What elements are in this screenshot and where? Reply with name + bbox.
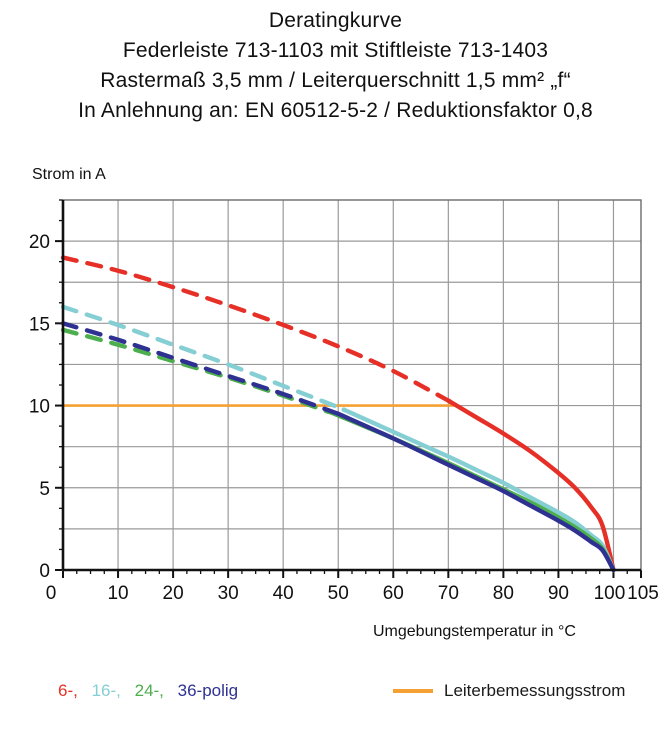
x-tick-label: 10 (107, 583, 128, 604)
x-tick-label: 90 (548, 583, 569, 604)
x-tick-label: 0 (46, 583, 57, 604)
x-tick-label: 60 (383, 583, 404, 604)
legend-series-labels: 6-, 16-, 24-, 36-polig (58, 681, 247, 701)
title-line-1: Deratingkurve (268, 9, 403, 32)
y-tick-label: 5 (39, 479, 50, 500)
legend-item-6polig: 6-, (58, 681, 78, 700)
x-tick-label: 80 (493, 583, 514, 604)
x-tick-label: 40 (273, 583, 294, 604)
title-line-4: In Anlehnung an: EN 60512-5-2 / Reduktio… (78, 99, 593, 122)
title-line-2: Federleiste 713-1103 mit Stiftleiste 713… (122, 39, 549, 62)
x-axis-title: Umgebungstemperatur in °C (373, 623, 576, 640)
rated-current-swatch (393, 689, 433, 693)
chart-legend: 6-, 16-, 24-, 36-polig Leiterbemessungss… (0, 681, 671, 711)
curve-6-polig (60, 255, 616, 573)
x-tick-label: 100 (594, 583, 626, 604)
x-tick-label: 70 (438, 583, 459, 604)
y-tick-label: 15 (29, 314, 50, 335)
y-axis-title: Strom in A (32, 166, 106, 183)
y-tick-label: 10 (29, 397, 50, 418)
legend-item-16polig: 16-, (91, 681, 121, 700)
x-tick-label: 105 (627, 583, 659, 604)
curve-36-polig (60, 321, 616, 573)
y-tick-label: 0 (39, 561, 50, 582)
legend-rated-label: Leiterbemessungsstrom (444, 681, 626, 700)
legend-rated-current: Leiterbemessungsstrom (393, 681, 625, 701)
series-curves (60, 255, 616, 573)
title-line-3: Rastermaß 3,5 mm / Leiterquerschnitt 1,5… (100, 69, 571, 92)
tick-labels: 0 10 20 30 40 50 60 70 80 90 100 105 0 5 10 15 20 (29, 232, 659, 604)
primary-axes (61, 200, 641, 572)
y-tick-label: 20 (29, 232, 50, 253)
derating-curve-plot: 0 10 20 30 40 50 60 70 80 90 100 105 0 5 10 15 20 (29, 199, 659, 604)
curve-16-polig (60, 304, 616, 573)
x-tick-label: 20 (163, 583, 184, 604)
legend-item-24polig: 24-, (134, 681, 164, 700)
x-tick-label: 50 (328, 583, 349, 604)
chart-title-block: Deratingkurve Federleiste 713-1103 mit S… (0, 6, 671, 126)
legend-item-36polig: 36-polig (177, 681, 239, 700)
x-tick-label: 30 (218, 583, 239, 604)
